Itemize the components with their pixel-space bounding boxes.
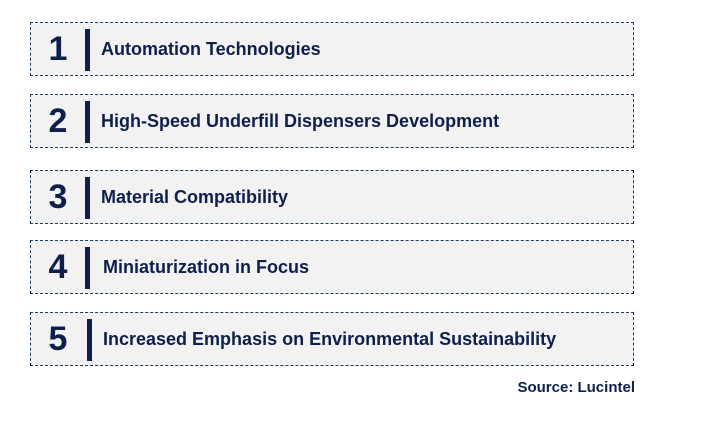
item-divider (85, 247, 90, 289)
item-label: Miniaturization in Focus (103, 256, 309, 277)
item-label: Automation Technologies (101, 38, 321, 59)
list-item: 1 Automation Technologies (30, 22, 634, 76)
item-number: 1 (48, 29, 68, 68)
list-item: 5 Increased Emphasis on Environmental Su… (30, 312, 634, 366)
item-label: Material Compatibility (101, 186, 289, 207)
item-divider (87, 319, 92, 361)
item-divider (85, 101, 90, 143)
list-item: 4 Miniaturization in Focus (30, 240, 634, 294)
item-number: 4 (48, 247, 68, 286)
item-number: 5 (48, 319, 68, 358)
item-number: 2 (48, 101, 68, 140)
item-divider (85, 177, 90, 219)
item-divider (85, 29, 90, 71)
item-label: High-Speed Underfill Dispensers Developm… (101, 110, 500, 131)
source-caption: Source: Lucintel (517, 379, 635, 396)
list-item: 3 Material Compatibility (30, 170, 634, 224)
list-item: 2 High-Speed Underfill Dispensers Develo… (30, 94, 634, 148)
item-label: Increased Emphasis on Environmental Sust… (103, 328, 557, 349)
item-number: 3 (48, 177, 68, 216)
